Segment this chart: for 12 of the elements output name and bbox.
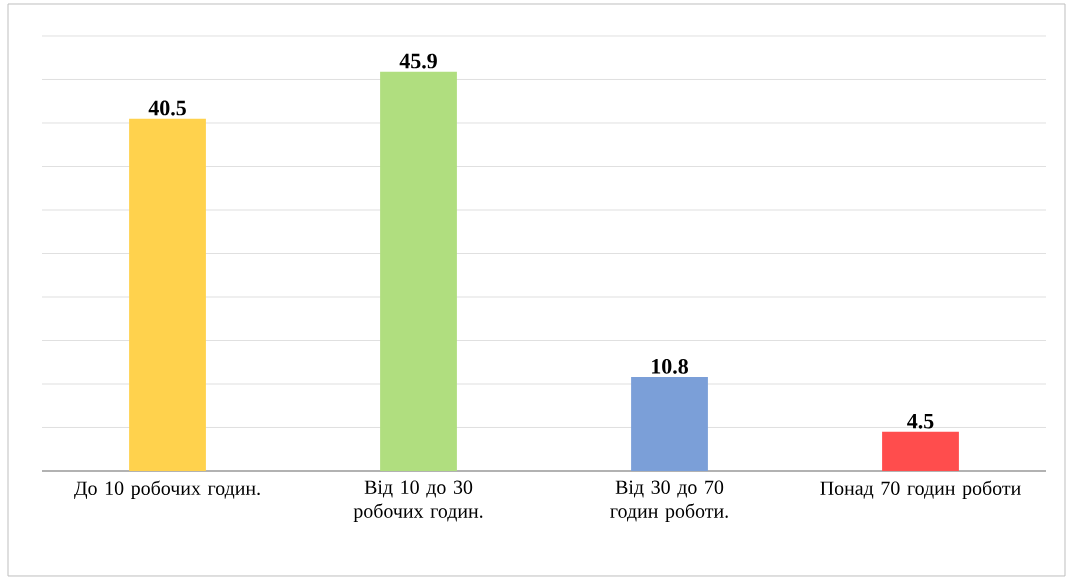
bar (380, 71, 457, 471)
data-label: 45.9 (399, 53, 437, 69)
data-label: 40.5 (148, 100, 186, 116)
x-tick-label: Від 10 до 30 робочих годин. (353, 480, 483, 522)
bar (882, 431, 959, 471)
x-tick-label: До 10 робочих годин. (74, 480, 260, 499)
data-label: 4.5 (907, 413, 934, 429)
data-label: 10.8 (652, 358, 688, 374)
bar (631, 377, 708, 471)
x-tick-label: Від 30 до 70 годин роботи. (610, 480, 728, 522)
x-tick-label: Понад 70 годин роботи (820, 480, 1021, 499)
bar (129, 118, 206, 471)
